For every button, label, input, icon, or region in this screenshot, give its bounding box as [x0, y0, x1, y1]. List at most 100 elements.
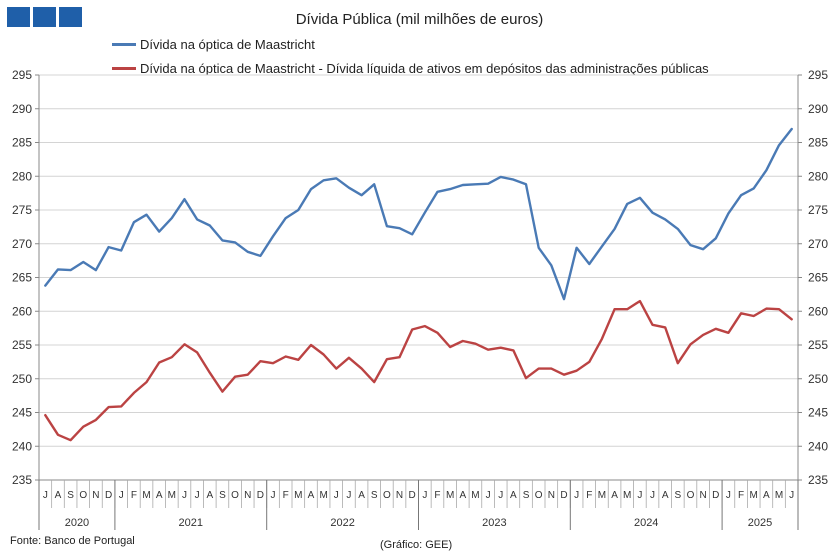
- chart-credit: (Gráfico: GEE): [380, 539, 453, 551]
- x-month-label: N: [396, 490, 403, 501]
- x-month-label: D: [712, 490, 719, 501]
- y-tick-label-left: 245: [12, 406, 32, 420]
- x-month-label: S: [371, 490, 378, 501]
- x-month-label: A: [763, 490, 770, 501]
- x-month-label: S: [523, 490, 530, 501]
- x-month-label: F: [283, 490, 289, 501]
- y-tick-label-right: 250: [808, 372, 828, 386]
- x-month-label: A: [611, 490, 618, 501]
- x-month-label: J: [119, 490, 124, 501]
- y-tick-label-left: 255: [12, 338, 32, 352]
- y-tick-label-left: 290: [12, 102, 32, 116]
- x-month-label: F: [586, 490, 592, 501]
- x-year-label: 2024: [634, 517, 658, 529]
- y-tick-label-right: 285: [808, 136, 828, 150]
- y-tick-label-right: 265: [808, 271, 828, 285]
- logo-block: [7, 7, 30, 27]
- y-tick-label-left: 285: [12, 136, 32, 150]
- x-month-label: M: [471, 490, 479, 501]
- legend-label-net-debt: Dívida na óptica de Maastricht - Dívida …: [140, 61, 709, 76]
- x-month-label: N: [244, 490, 251, 501]
- x-month-label: J: [346, 490, 351, 501]
- y-tick-label-right: 240: [808, 439, 828, 453]
- x-month-label: M: [142, 490, 150, 501]
- y-tick-label-left: 250: [12, 372, 32, 386]
- x-month-label: M: [446, 490, 454, 501]
- x-year-label: 2022: [330, 517, 354, 529]
- legend-swatch-maastricht: [112, 43, 136, 46]
- x-month-label: F: [434, 490, 440, 501]
- x-month-label: A: [459, 490, 466, 501]
- y-tick-label-right: 290: [808, 102, 828, 116]
- y-tick-label-right: 270: [808, 237, 828, 251]
- x-month-label: M: [168, 490, 176, 501]
- x-year-label: 2025: [748, 517, 772, 529]
- y-tick-label-right: 245: [808, 406, 828, 420]
- y-tick-label-right: 295: [808, 68, 828, 82]
- y-tick-label-right: 280: [808, 169, 828, 183]
- x-month-label: N: [92, 490, 99, 501]
- x-month-label: J: [43, 490, 48, 501]
- legend-label-maastricht: Dívida na óptica de Maastricht: [140, 37, 315, 52]
- x-month-label: D: [409, 490, 416, 501]
- x-month-label: J: [650, 490, 655, 501]
- x-month-label: J: [637, 490, 642, 501]
- x-month-label: J: [182, 490, 187, 501]
- y-tick-label-left: 270: [12, 237, 32, 251]
- x-month-label: J: [334, 490, 339, 501]
- x-month-label: M: [750, 490, 758, 501]
- y-tick-label-left: 265: [12, 271, 32, 285]
- logo-block: [59, 7, 82, 27]
- legend-swatch-net-debt: [112, 67, 136, 70]
- x-month-label: M: [598, 490, 606, 501]
- x-month-label: S: [219, 490, 226, 501]
- x-month-label: F: [738, 490, 744, 501]
- x-month-label: A: [156, 490, 163, 501]
- x-month-label: A: [510, 490, 517, 501]
- x-month-label: J: [726, 490, 731, 501]
- gee-logo: [7, 7, 82, 27]
- x-month-label: O: [79, 490, 87, 501]
- x-month-label: A: [358, 490, 365, 501]
- x-month-label: M: [623, 490, 631, 501]
- x-year-label: 2023: [482, 517, 506, 529]
- x-month-label: A: [662, 490, 669, 501]
- series-line-net-debt: [44, 299, 793, 442]
- y-tick-label-left: 275: [12, 203, 32, 217]
- legend-item-maastricht: Dívida na óptica de Maastricht: [112, 37, 315, 52]
- x-month-label: J: [486, 490, 491, 501]
- x-month-label: A: [308, 490, 315, 501]
- x-month-label: J: [498, 490, 503, 501]
- x-month-label: J: [789, 490, 794, 501]
- x-month-label: J: [195, 490, 200, 501]
- x-month-label: O: [535, 490, 543, 501]
- y-tick-label-left: 235: [12, 473, 32, 487]
- series-line-maastricht: [44, 127, 793, 301]
- x-month-label: D: [105, 490, 112, 501]
- y-tick-label-left: 260: [12, 304, 32, 318]
- x-month-label: D: [560, 490, 567, 501]
- x-month-label: D: [257, 490, 264, 501]
- x-month-label: S: [674, 490, 681, 501]
- x-month-label: F: [131, 490, 137, 501]
- legend-item-net-debt: Dívida na óptica de Maastricht - Dívida …: [112, 61, 709, 76]
- x-month-label: M: [319, 490, 327, 501]
- y-tick-label-right: 235: [808, 473, 828, 487]
- x-year-label: 2020: [65, 517, 89, 529]
- x-month-label: O: [383, 490, 391, 501]
- logo-block: [33, 7, 56, 27]
- x-month-label: J: [422, 490, 427, 501]
- x-month-label: N: [548, 490, 555, 501]
- x-month-label: A: [55, 490, 62, 501]
- source-note: Fonte: Banco de Portugal: [10, 535, 135, 547]
- x-month-label: M: [294, 490, 302, 501]
- y-tick-label-left: 295: [12, 68, 32, 82]
- x-month-label: J: [271, 490, 276, 501]
- x-month-label: M: [775, 490, 783, 501]
- chart-title: Dívida Pública (mil milhões de euros): [295, 11, 544, 28]
- x-month-label: O: [687, 490, 695, 501]
- y-tick-label-right: 260: [808, 304, 828, 318]
- x-year-label: 2021: [179, 517, 203, 529]
- x-month-label: O: [231, 490, 239, 501]
